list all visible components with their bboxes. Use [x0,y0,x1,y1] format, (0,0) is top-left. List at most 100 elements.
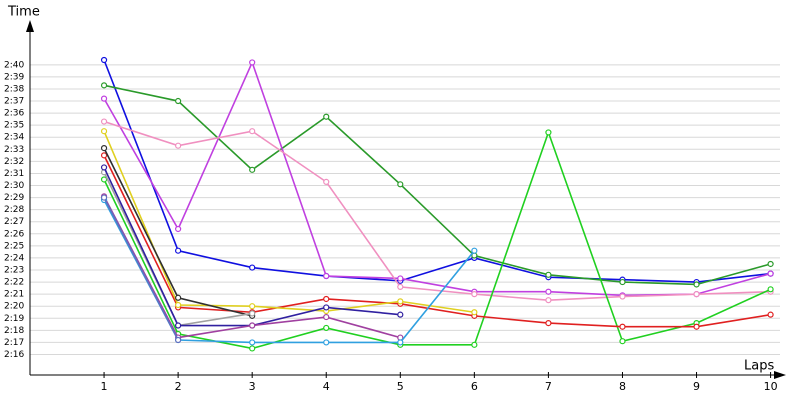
data-point [693,323,700,330]
y-tick-label: 2:22 [4,278,24,288]
data-point [619,338,626,345]
data-point [545,288,552,295]
y-tick-label: 2:37 [4,97,24,107]
data-point [397,283,404,290]
data-point [100,145,108,152]
data-point [249,339,256,346]
data-point [175,225,182,233]
data-point [323,324,330,332]
data-point [619,278,626,286]
y-tick-label: 2:30 [4,181,24,191]
data-point [175,336,182,344]
data-point [100,164,108,171]
data-point [619,323,626,330]
x-tick-label: 8 [619,380,626,393]
data-point [471,291,478,298]
data-point [175,294,182,301]
y-tick-label: 2:32 [4,157,24,167]
y-tick-label: 2:19 [4,314,24,324]
data-point [249,322,256,329]
data-point [100,152,108,159]
data-point [100,82,108,89]
data-point [175,322,182,329]
y-tick-label: 2:28 [4,205,24,215]
data-point [545,129,552,136]
data-point [249,166,256,173]
data-point [249,303,256,310]
data-point [249,310,256,317]
y-tick-label: 2:31 [4,169,24,179]
y-tick-label: 2:29 [4,193,24,203]
x-tick-label: 7 [545,380,552,393]
data-point [100,194,108,201]
data-point [100,95,108,102]
x-tick-label: 1 [101,380,108,393]
data-point [471,309,478,316]
data-point [471,341,478,348]
data-point [767,311,774,318]
y-tick-label: 2:16 [4,350,24,360]
data-point [249,128,256,135]
series-line [103,130,771,350]
data-point [323,113,330,120]
data-point [175,247,182,254]
data-point [100,56,108,64]
y-tick-label: 2:34 [4,133,24,143]
data-point [545,297,552,304]
y-tick-label: 2:24 [4,253,24,263]
series-line [103,197,179,341]
series-line [103,130,475,314]
x-tick-label: 10 [764,380,778,393]
y-tick-label: 2:38 [4,84,24,94]
y-tick-label: 2:33 [4,145,24,155]
data-point [175,142,182,149]
data-point [323,304,330,311]
y-tick-label: 2:20 [4,302,24,312]
series-line [103,120,771,301]
data-point [619,293,626,300]
data-point [693,281,700,288]
data-point [397,275,404,282]
data-point [397,311,404,318]
y-tick-label: 2:40 [4,60,24,70]
data-point [175,97,182,105]
y-tick-label: 2:39 [4,72,24,82]
data-point [100,128,108,135]
data-point [249,345,256,352]
y-tick-label: 2:26 [4,229,24,239]
x-tick-label: 6 [471,380,478,393]
y-tick-label: 2:17 [4,338,24,348]
x-axis-label: Laps [744,359,774,374]
y-axis-arrow [26,20,34,32]
data-point [693,291,700,298]
series-line [103,154,771,328]
data-point [323,178,330,185]
data-point [397,298,404,305]
x-tick-label: 9 [693,380,700,393]
data-point [249,264,256,271]
data-point [397,181,404,188]
series-line [103,84,771,286]
data-point [100,118,108,125]
data-point [471,247,478,254]
x-axis-arrow [774,371,786,379]
series-line [103,60,771,297]
y-tick-label: 2:36 [4,109,24,119]
x-tick-label: 5 [397,380,404,393]
y-tick-label: 2:23 [4,266,24,276]
data-point [767,270,774,277]
y-tick-label: 2:21 [4,290,24,300]
data-point [100,176,108,183]
data-point [249,59,256,66]
y-tick-label: 2:18 [4,326,24,336]
x-tick-label: 3 [249,380,256,393]
data-point [545,320,552,327]
data-point [175,301,182,309]
y-tick-label: 2:35 [4,121,24,131]
data-point [545,271,552,278]
data-point [767,286,774,293]
x-tick-label: 2 [175,380,182,393]
y-axis-label: Time [7,5,40,20]
